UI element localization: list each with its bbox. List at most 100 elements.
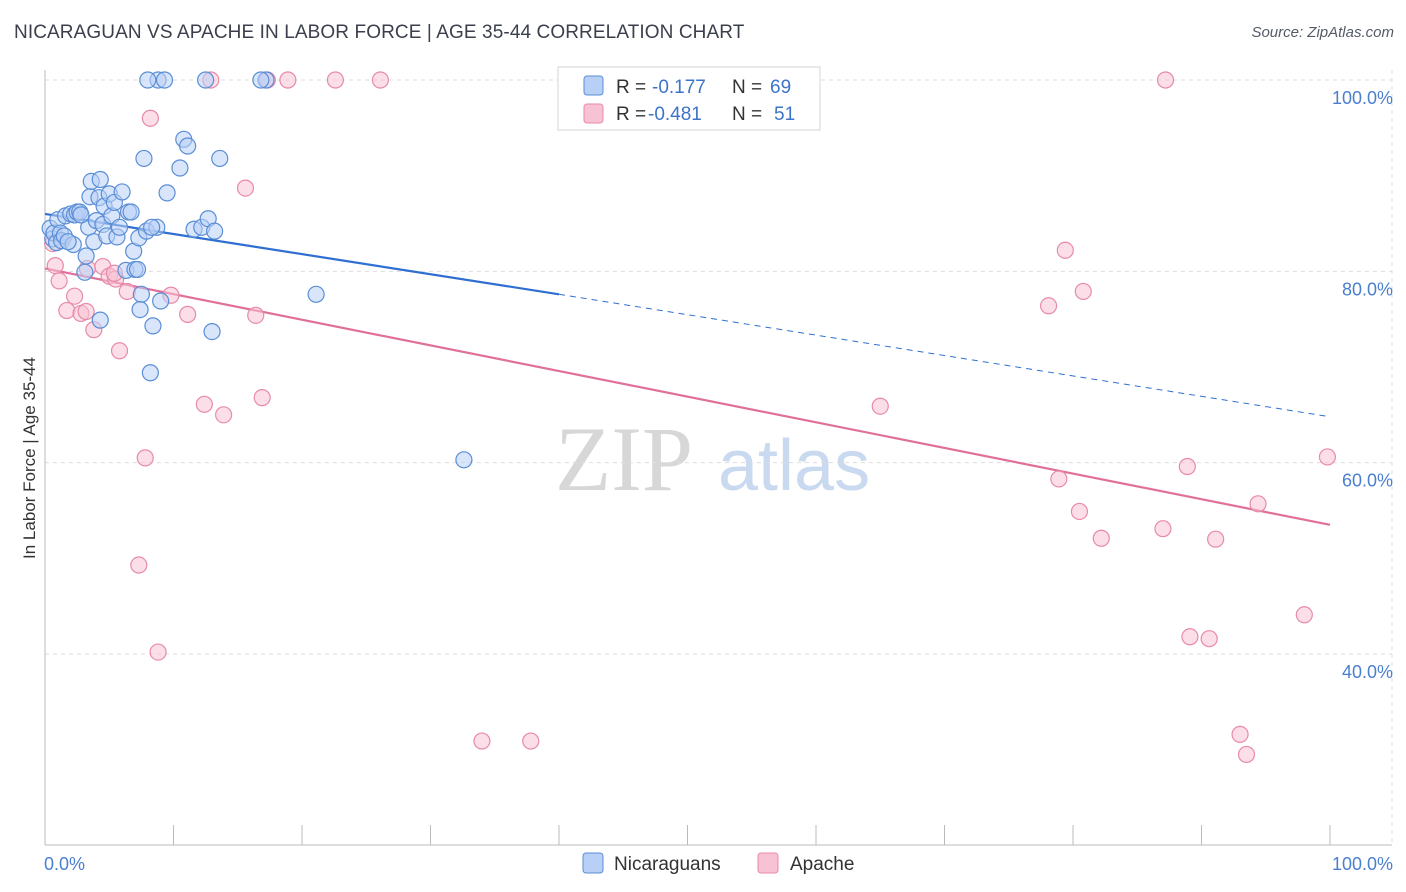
point-apache xyxy=(1074,282,1092,301)
legend-n-label-2: N = xyxy=(732,104,762,125)
legend-r-value-1: -0.177 xyxy=(652,77,706,98)
point-nicaraguans xyxy=(135,149,153,168)
watermark-zip: ZIP xyxy=(555,408,693,510)
bottom-legend-label-nicaraguans: Nicaraguans xyxy=(614,854,721,875)
point-apache xyxy=(179,305,197,323)
point-apache xyxy=(371,71,389,89)
point-nicaraguans xyxy=(155,71,174,89)
point-apache xyxy=(1154,520,1172,538)
point-nicaraguans xyxy=(132,285,150,303)
point-apache xyxy=(1070,502,1089,521)
point-apache xyxy=(1181,628,1199,646)
point-nicaraguans xyxy=(158,184,176,202)
point-apache xyxy=(1050,470,1068,488)
point-apache xyxy=(1231,725,1249,743)
legend-swatch-apache xyxy=(583,103,604,124)
point-apache xyxy=(77,302,95,321)
point-nicaraguans xyxy=(455,451,473,469)
point-nicaraguans xyxy=(152,292,170,310)
legend-r-value-2: -0.481 xyxy=(648,104,702,125)
x-tick-label-max: 100.0% xyxy=(1332,854,1393,874)
point-nicaraguans xyxy=(144,317,162,335)
point-nicaraguans xyxy=(128,260,147,279)
point-apache xyxy=(50,272,68,290)
point-apache xyxy=(1092,529,1110,547)
point-nicaraguans xyxy=(211,149,229,168)
y-axis-label: In Labor Force | Age 35-44 xyxy=(20,357,39,559)
point-nicaraguans xyxy=(179,137,197,155)
legend-n-value-1: 69 xyxy=(770,77,791,98)
point-apache xyxy=(1156,71,1175,89)
point-nicaraguans xyxy=(76,263,94,281)
point-apache xyxy=(110,342,129,360)
point-nicaraguans xyxy=(131,301,149,319)
legend-n-value-2: 51 xyxy=(774,104,795,125)
trend-line-nicaraguans xyxy=(44,212,560,296)
point-nicaraguans xyxy=(59,233,77,251)
point-apache xyxy=(473,732,491,750)
data-points xyxy=(41,71,1337,764)
point-nicaraguans xyxy=(113,183,131,201)
point-apache xyxy=(1039,297,1058,315)
point-apache xyxy=(1056,241,1074,259)
point-apache xyxy=(871,397,889,415)
point-nicaraguans xyxy=(171,159,189,177)
point-apache xyxy=(236,179,255,197)
point-apache xyxy=(1207,530,1225,548)
y-tick-label: 80.0% xyxy=(1342,279,1393,299)
point-apache xyxy=(118,282,136,301)
point-apache xyxy=(1237,745,1256,764)
watermark-atlas: atlas xyxy=(718,426,870,506)
point-apache xyxy=(1178,457,1196,476)
point-nicaraguans xyxy=(143,218,161,236)
point-apache xyxy=(1295,606,1313,624)
legend-r-label-1: R = xyxy=(616,77,646,98)
point-apache xyxy=(130,556,148,574)
point-apache xyxy=(195,395,213,413)
point-nicaraguans xyxy=(141,364,159,382)
point-apache xyxy=(253,389,271,407)
chart-title: NICARAGUAN VS APACHE IN LABOR FORCE | AG… xyxy=(14,22,745,43)
point-apache xyxy=(46,256,64,275)
point-apache xyxy=(1200,630,1218,648)
source-label: Source: ZipAtlas.com xyxy=(1251,24,1394,41)
legend-swatch-nicaraguans xyxy=(583,75,604,96)
point-nicaraguans xyxy=(110,218,129,236)
y-tick-label: 40.0% xyxy=(1342,662,1393,682)
point-apache xyxy=(326,71,345,89)
point-nicaraguans xyxy=(203,323,221,341)
point-apache xyxy=(141,109,159,127)
point-apache xyxy=(1249,495,1267,513)
point-nicaraguans xyxy=(72,206,90,224)
bottom-legend-swatch-nicaraguans xyxy=(582,852,604,874)
point-nicaraguans xyxy=(91,170,109,189)
point-apache xyxy=(522,732,540,750)
stats-legend: R = -0.177 N = 69 R = -0.481 N = 51 xyxy=(557,66,821,131)
bottom-legend-label-apache: Apache xyxy=(790,854,854,875)
point-apache xyxy=(215,406,233,424)
point-apache xyxy=(1318,448,1337,466)
y-tick-label: 60.0% xyxy=(1342,471,1393,491)
point-apache xyxy=(58,301,76,320)
point-nicaraguans xyxy=(307,285,325,303)
point-apache xyxy=(247,306,265,324)
bottom-legend-swatch-apache xyxy=(757,852,779,874)
point-nicaraguans xyxy=(77,247,95,265)
legend-n-label-1: N = xyxy=(732,77,762,98)
point-nicaraguans xyxy=(252,71,270,89)
point-nicaraguans xyxy=(139,71,157,89)
point-nicaraguans xyxy=(122,203,140,221)
x-tick-label-min: 0.0% xyxy=(44,854,85,874)
point-apache xyxy=(149,643,167,661)
point-nicaraguans xyxy=(91,311,109,329)
point-apache xyxy=(279,71,297,89)
trend-line-nicaraguans-extension xyxy=(558,293,1331,418)
point-nicaraguans xyxy=(197,71,215,89)
axes: 40.0% 60.0% 80.0% 100.0% 0.0% 100.0% xyxy=(44,70,1393,874)
series-legend: Nicaraguans Apache xyxy=(582,852,854,875)
y-tick-label: 100.0% xyxy=(1332,88,1393,108)
legend-r-label-2: R = xyxy=(616,104,646,125)
point-apache xyxy=(65,287,84,305)
point-nicaraguans xyxy=(206,222,224,240)
